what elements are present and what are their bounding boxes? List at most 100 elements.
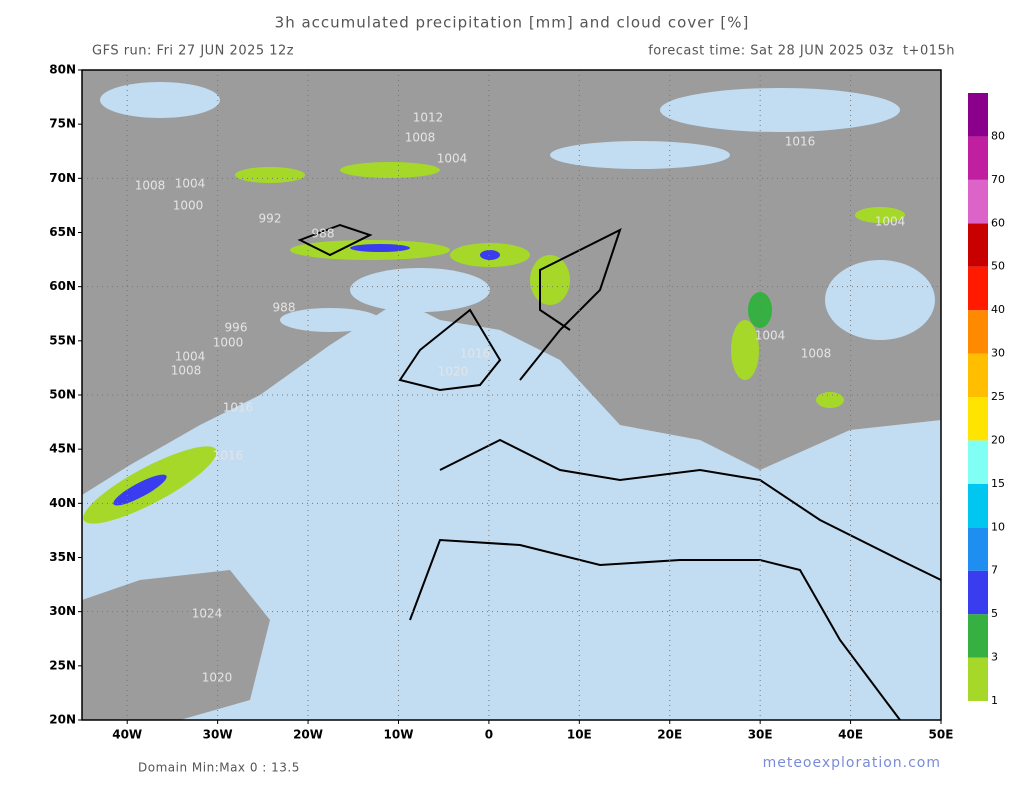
cloud-cover — [82, 570, 270, 720]
isobar-label: 1020 — [438, 365, 469, 379]
isobar-label: 1024 — [192, 607, 223, 621]
colorbar-swatch — [968, 527, 988, 571]
isobar-label: 1008 — [801, 347, 832, 361]
colorbar-swatch — [968, 570, 988, 615]
colorbar-label: 40 — [991, 303, 1005, 316]
isobar-label: 992 — [259, 212, 282, 226]
isobar-labels: 1012 1008 1004 1016 1008 1004 1000 992 9… — [135, 111, 906, 685]
lon-label: 10E — [567, 728, 592, 742]
colorbar: 1 3 5 7 10 15 20 25 30 40 50 60 70 80 — [968, 93, 1005, 707]
lon-label: 40E — [838, 728, 863, 742]
colorbar-swatch — [968, 93, 988, 137]
rain — [113, 474, 167, 506]
isobar-label: 1008 — [171, 364, 202, 378]
colorbar-label: 50 — [991, 260, 1005, 273]
lat-label: 30N — [49, 604, 76, 618]
colorbar-label: 25 — [991, 390, 1005, 403]
colorbar-label: 10 — [991, 520, 1005, 533]
rain — [235, 167, 305, 183]
coastline — [519, 228, 622, 381]
rain — [530, 255, 570, 305]
clear-patch — [825, 260, 935, 340]
isobar-label: 1004 — [755, 329, 786, 343]
lat-label: 45N — [49, 442, 76, 456]
colorbar-label: 80 — [991, 129, 1005, 142]
isobar-label: 1004 — [175, 177, 206, 191]
colorbar-swatch — [968, 353, 988, 397]
clear-patch — [660, 88, 900, 132]
isobar-label: 1008 — [135, 179, 166, 193]
coastline — [439, 438, 941, 581]
isobar-label: 1000 — [173, 199, 204, 213]
colorbar-label: 3 — [991, 651, 998, 664]
colorbar-swatch — [968, 179, 988, 224]
isobar-label: 988 — [312, 227, 335, 241]
colorbar-label: 60 — [991, 216, 1005, 229]
rain — [855, 207, 905, 223]
site-credit[interactable]: meteoexploration.com — [763, 755, 941, 771]
rain — [816, 392, 844, 408]
isobar-label: 1016 — [785, 135, 816, 149]
clear-patch — [280, 308, 380, 332]
domain-minmax: Domain Min:Max 0 : 13.5 — [138, 761, 300, 775]
lat-label: 65N — [49, 225, 76, 239]
colorbar-label: 30 — [991, 347, 1005, 360]
colorbar-swatch — [968, 440, 988, 484]
lon-label: 20E — [657, 728, 682, 742]
isobar-label: 1004 — [175, 350, 206, 364]
forecast-info: forecast time: Sat 28 JUN 2025 03z t+015… — [648, 44, 955, 59]
isobar-label: 1012 — [413, 111, 444, 125]
lon-label: 50E — [929, 728, 954, 742]
rain — [350, 244, 410, 252]
isobar-label: 1016 — [213, 449, 244, 463]
lon-label: 10W — [384, 728, 414, 742]
lon-label: 40W — [112, 728, 142, 742]
lat-label: 55N — [49, 333, 76, 347]
lat-label: 40N — [49, 496, 76, 510]
clear-patch — [350, 268, 490, 312]
lat-label: 70N — [49, 171, 76, 185]
coastline — [297, 223, 373, 257]
title: 3h accumulated precipitation [mm] and cl… — [275, 14, 750, 32]
lat-label: 35N — [49, 550, 76, 564]
colorbar-swatch — [968, 223, 988, 267]
lon-label: 20W — [293, 728, 323, 742]
isobar-label: 1020 — [202, 671, 233, 685]
map-layer — [82, 70, 941, 720]
lat-label: 25N — [49, 658, 76, 672]
colorbar-swatch — [968, 266, 988, 311]
isobar-label: 996 — [225, 321, 248, 335]
colorbar-swatch — [968, 310, 988, 354]
colorbar-label: 20 — [991, 433, 1005, 446]
colorbar-swatch — [968, 397, 988, 441]
lon-label: 30E — [748, 728, 773, 742]
rain — [340, 162, 440, 178]
colorbar-label: 15 — [991, 477, 1005, 490]
lat-label: 20N — [49, 713, 76, 727]
colorbar-label: 7 — [991, 564, 998, 577]
isobar-label: 988 — [273, 301, 296, 315]
clear-patch — [550, 141, 730, 169]
rain — [480, 250, 500, 260]
colorbar-swatch — [968, 136, 988, 180]
graticule — [82, 70, 941, 720]
clear-patch — [100, 82, 220, 118]
colorbar-swatch — [968, 657, 988, 701]
lon-label: 30W — [203, 728, 233, 742]
lat-label: 60N — [49, 279, 76, 293]
colorbar-label: 1 — [991, 694, 998, 707]
coastline — [409, 538, 901, 720]
colorbar-label: 5 — [991, 607, 998, 620]
coastline — [398, 308, 502, 392]
isobar-label: 1008 — [405, 131, 436, 145]
colorbar-swatch — [968, 483, 988, 528]
isobar-label: 1004 — [875, 215, 906, 229]
colorbar-swatch — [968, 614, 988, 658]
isobar-label: 1016 — [223, 401, 254, 415]
axes: 80N 75N 70N 65N 60N 55N 50N 45N 40N 35N 30N 25N 20N 4… — [49, 63, 953, 742]
isobar-label: 1000 — [213, 336, 244, 350]
isobar-label: 1004 — [437, 152, 468, 166]
lon-label: 0 — [485, 728, 493, 742]
run-info: GFS run: Fri 27 JUN 2025 12z — [92, 44, 294, 59]
